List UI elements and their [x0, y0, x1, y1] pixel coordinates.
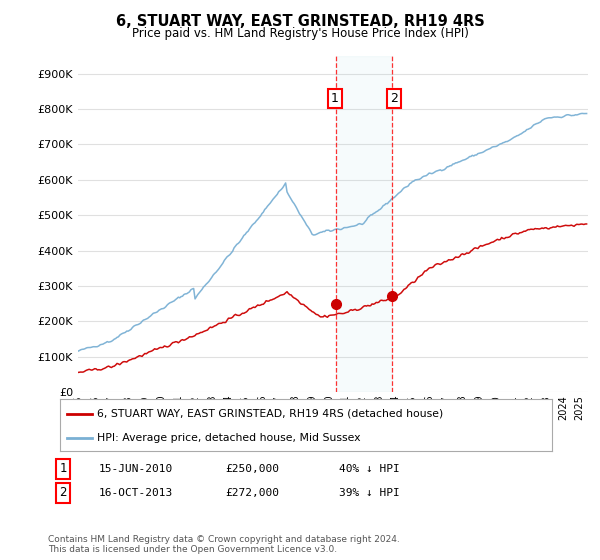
Text: 6, STUART WAY, EAST GRINSTEAD, RH19 4RS: 6, STUART WAY, EAST GRINSTEAD, RH19 4RS — [116, 14, 484, 29]
Text: 40% ↓ HPI: 40% ↓ HPI — [339, 464, 400, 474]
Text: £250,000: £250,000 — [225, 464, 279, 474]
Text: 1: 1 — [331, 92, 338, 105]
Text: Price paid vs. HM Land Registry's House Price Index (HPI): Price paid vs. HM Land Registry's House … — [131, 27, 469, 40]
Text: 15-JUN-2010: 15-JUN-2010 — [99, 464, 173, 474]
Text: 2: 2 — [390, 92, 398, 105]
Text: 6, STUART WAY, EAST GRINSTEAD, RH19 4RS (detached house): 6, STUART WAY, EAST GRINSTEAD, RH19 4RS … — [97, 409, 443, 419]
Text: 2: 2 — [59, 486, 67, 500]
Text: 16-OCT-2013: 16-OCT-2013 — [99, 488, 173, 498]
Text: £272,000: £272,000 — [225, 488, 279, 498]
Bar — [337, 56, 392, 392]
Text: 39% ↓ HPI: 39% ↓ HPI — [339, 488, 400, 498]
Text: HPI: Average price, detached house, Mid Sussex: HPI: Average price, detached house, Mid … — [97, 433, 361, 443]
Text: Contains HM Land Registry data © Crown copyright and database right 2024.
This d: Contains HM Land Registry data © Crown c… — [48, 535, 400, 554]
Text: 1: 1 — [59, 462, 67, 475]
